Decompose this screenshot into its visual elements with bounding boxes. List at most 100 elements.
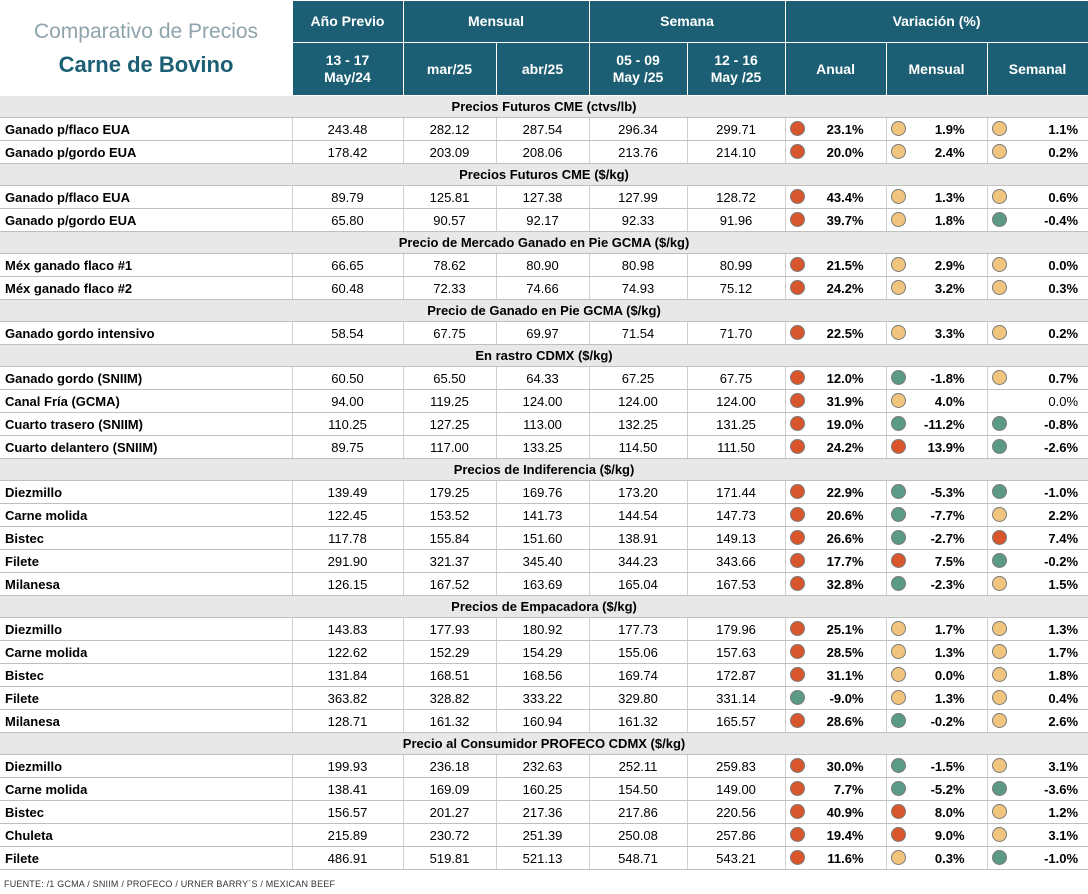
variation-value: 0.3%	[1048, 281, 1079, 296]
price-cell: 119.25	[402, 389, 496, 413]
traffic-light-indicator-icon	[991, 576, 1007, 591]
table-row: Ganado p/flaco EUA 89.79 125.81 127.38 127.9…	[0, 185, 1088, 209]
variation-cell: 0.3%	[885, 846, 988, 870]
price-cell: 328.82	[402, 686, 496, 710]
traffic-light-indicator-icon	[991, 804, 1007, 819]
row-label: Cuarto trasero (SNIIM)	[0, 412, 292, 436]
traffic-light-indicator-icon	[789, 370, 805, 385]
variation-value: 8.0%	[934, 805, 965, 820]
section-title: Precio de Ganado en Pie GCMA ($/kg)	[0, 299, 1088, 322]
traffic-light-indicator-icon	[789, 257, 805, 272]
variation-value: 0.3%	[934, 851, 965, 866]
variation-cell: 0.7%	[986, 366, 1088, 390]
price-cell: 72.33	[402, 276, 496, 300]
price-cell: 132.25	[588, 412, 688, 436]
price-cell: 124.00	[588, 389, 688, 413]
price-cell: 251.39	[495, 823, 590, 847]
price-cell: 124.00	[495, 389, 590, 413]
variation-cell: -5.3%	[885, 480, 988, 504]
variation-cell: 0.0%	[986, 253, 1088, 277]
variation-cell: 28.5%	[784, 640, 887, 664]
variation-cell: 24.2%	[784, 276, 887, 300]
variation-cell: -2.3%	[885, 572, 988, 596]
variation-cell: 2.4%	[885, 140, 988, 164]
variation-value: 4.0%	[934, 394, 965, 409]
traffic-light-indicator-icon	[991, 121, 1007, 136]
variation-cell: 17.7%	[784, 549, 887, 573]
traffic-light-indicator-icon	[991, 280, 1007, 295]
traffic-light-indicator-icon	[991, 667, 1007, 682]
traffic-light-indicator-icon	[789, 121, 805, 136]
variation-cell: 2.2%	[986, 503, 1088, 527]
row-label: Bistec	[0, 800, 292, 824]
variation-value: 2.6%	[1048, 714, 1079, 729]
traffic-light-indicator-icon	[890, 827, 906, 842]
table-row: Milanesa 128.71 161.32 160.94 161.32 165.57 28…	[0, 709, 1088, 733]
variation-cell: 22.9%	[784, 480, 887, 504]
price-cell: 363.82	[291, 686, 403, 710]
price-cell: 149.13	[686, 526, 786, 550]
variation-value: 9.0%	[934, 828, 965, 843]
price-cell: 157.63	[686, 640, 786, 664]
price-cell: 217.36	[495, 800, 590, 824]
variation-value: 1.8%	[934, 213, 965, 228]
price-cell: 155.84	[402, 526, 496, 550]
traffic-light-indicator-icon	[890, 257, 906, 272]
traffic-light-indicator-icon	[991, 827, 1007, 842]
price-cell: 80.98	[588, 253, 688, 277]
price-cell: 141.73	[495, 503, 590, 527]
price-cell: 78.62	[402, 253, 496, 277]
variation-value: 0.4%	[1048, 691, 1079, 706]
section-title: Precios Futuros CME (ctvs/lb)	[0, 95, 1088, 118]
row-label: Ganado gordo intensivo	[0, 321, 292, 345]
variation-cell: 1.3%	[885, 686, 988, 710]
table-row: Méx ganado flaco #2 60.48 72.33 74.66 74.93 7…	[0, 276, 1088, 300]
traffic-light-indicator-icon	[991, 257, 1007, 272]
variation-cell: -1.5%	[885, 754, 988, 778]
variation-value: -5.3%	[930, 485, 965, 500]
variation-cell: 1.7%	[986, 640, 1088, 664]
variation-cell: -2.7%	[885, 526, 988, 550]
price-cell: 124.00	[686, 389, 786, 413]
variation-value: -1.5%	[930, 759, 965, 774]
traffic-light-indicator-icon	[789, 439, 805, 454]
section-title: Precios de Indiferencia ($/kg)	[0, 458, 1088, 481]
price-cell: 122.62	[291, 640, 403, 664]
variation-value: 2.9%	[934, 258, 965, 273]
row-label: Ganado gordo (SNIIM)	[0, 366, 292, 390]
variation-cell: -1.0%	[986, 846, 1088, 870]
price-cell: 299.71	[686, 117, 786, 141]
page-title: Carne de Bovino	[58, 52, 234, 77]
price-cell: 201.27	[402, 800, 496, 824]
price-cell: 131.25	[686, 412, 786, 436]
variation-cell: 11.6%	[784, 846, 887, 870]
variation-cell: 32.8%	[784, 572, 887, 596]
row-label: Canal Fría (GCMA)	[0, 389, 292, 413]
table-row: Carne molida 122.62 152.29 154.29 155.06 157.…	[0, 640, 1088, 664]
variation-cell: 39.7%	[784, 208, 887, 232]
variation-cell: 30.0%	[784, 754, 887, 778]
variation-cell: -0.2%	[986, 549, 1088, 573]
variation-value: 1.5%	[1048, 577, 1079, 592]
price-cell: 126.15	[291, 572, 403, 596]
price-cell: 173.20	[588, 480, 688, 504]
traffic-light-indicator-icon	[789, 644, 805, 659]
variation-cell: 0.3%	[986, 276, 1088, 300]
section-title: Precios Futuros CME ($/kg)	[0, 163, 1088, 186]
price-cell: 214.10	[686, 140, 786, 164]
price-cell: 161.32	[588, 709, 688, 733]
price-cell: 69.97	[495, 321, 590, 345]
table-row: Ganado p/flaco EUA 243.48 282.12 287.54 296.…	[0, 117, 1088, 141]
price-cell: 127.99	[588, 185, 688, 209]
variation-value: 0.7%	[1048, 371, 1079, 386]
price-cell: 230.72	[402, 823, 496, 847]
variation-cell: 20.6%	[784, 503, 887, 527]
variation-cell: 2.6%	[986, 709, 1088, 733]
variation-value: -1.0%	[1044, 851, 1079, 866]
price-cell: 169.76	[495, 480, 590, 504]
variation-value: -3.6%	[1044, 782, 1079, 797]
table-row: Filete 486.91 519.81 521.13 548.71 543.21 11.6…	[0, 846, 1088, 870]
variation-value: -2.6%	[1044, 440, 1079, 455]
variation-cell: 7.5%	[885, 549, 988, 573]
price-cell: 138.41	[291, 777, 403, 801]
